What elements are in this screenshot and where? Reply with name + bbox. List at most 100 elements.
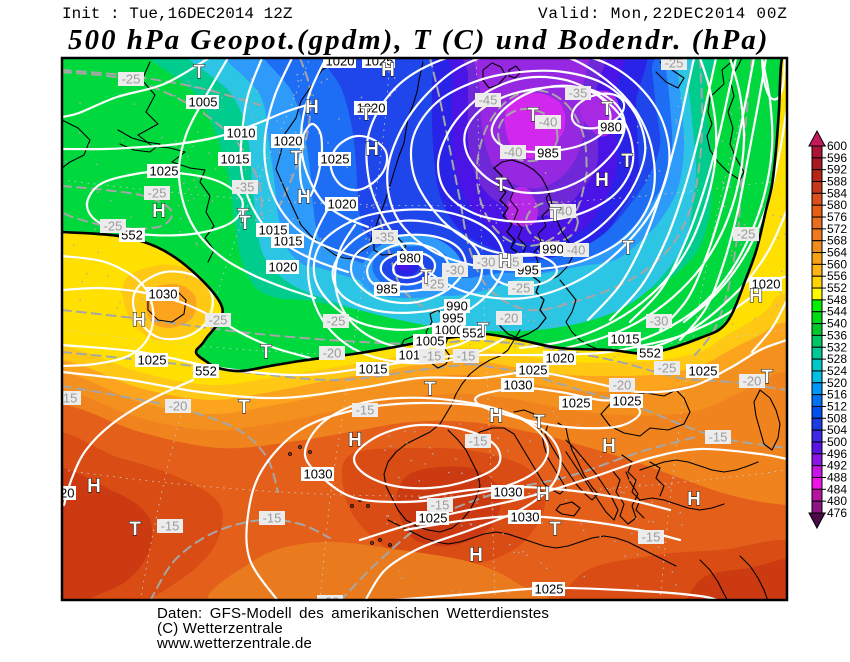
svg-text:1025: 1025	[689, 364, 718, 379]
svg-text:1030: 1030	[149, 287, 178, 302]
svg-text:-25: -25	[148, 186, 167, 201]
svg-text:1025: 1025	[138, 353, 167, 368]
svg-text:T: T	[549, 205, 561, 226]
svg-text:-25: -25	[327, 314, 346, 329]
svg-text:600: 600	[827, 139, 847, 153]
svg-text:(C) Wetterzentrale: (C) Wetterzentrale	[157, 620, 283, 637]
svg-text:T: T	[761, 367, 773, 388]
svg-text:-20: -20	[743, 374, 762, 389]
svg-text:1015: 1015	[221, 152, 250, 167]
svg-text:T: T	[238, 397, 250, 418]
svg-text:T: T	[549, 519, 561, 540]
svg-text:H: H	[602, 436, 616, 457]
svg-text:H: H	[489, 406, 503, 427]
svg-text:1025: 1025	[613, 394, 642, 409]
svg-text:1030: 1030	[511, 510, 540, 525]
svg-text:552: 552	[462, 326, 484, 341]
svg-text:536: 536	[827, 328, 847, 342]
svg-text:-20: -20	[613, 378, 632, 393]
svg-text:990: 990	[542, 242, 564, 257]
svg-text:-40: -40	[554, 204, 573, 219]
svg-text:H: H	[536, 484, 550, 505]
svg-text:T: T	[495, 175, 507, 196]
svg-text:-20: -20	[323, 346, 342, 361]
svg-text:544: 544	[827, 305, 847, 319]
svg-text:T: T	[260, 342, 272, 363]
svg-text:985: 985	[376, 282, 398, 297]
svg-text:-40: -40	[539, 115, 558, 130]
svg-text:-40: -40	[567, 243, 586, 258]
svg-text:1010: 1010	[227, 126, 256, 141]
svg-text:552: 552	[639, 346, 661, 361]
svg-text:524: 524	[827, 364, 847, 378]
svg-text:H: H	[305, 97, 319, 118]
svg-text:T: T	[424, 379, 436, 400]
svg-text:T: T	[527, 105, 539, 126]
svg-text:1015: 1015	[611, 332, 640, 347]
svg-text:476: 476	[827, 506, 847, 520]
svg-text:500: 500	[827, 435, 847, 449]
svg-text:496: 496	[827, 447, 847, 461]
svg-text:1020: 1020	[46, 486, 75, 501]
svg-text:588: 588	[827, 175, 847, 189]
svg-text:-15: -15	[457, 349, 476, 364]
svg-text:592: 592	[827, 163, 847, 177]
svg-text:552: 552	[827, 281, 847, 295]
svg-text:-25: -25	[209, 313, 228, 328]
svg-text:520: 520	[827, 376, 847, 390]
svg-text:T: T	[237, 206, 249, 227]
svg-text:-35: -35	[569, 86, 588, 101]
svg-text:488: 488	[827, 471, 847, 485]
svg-text:560: 560	[827, 257, 847, 271]
svg-text:-30: -30	[446, 263, 465, 278]
svg-text:584: 584	[827, 186, 847, 200]
svg-text:1020: 1020	[752, 277, 781, 292]
svg-text:990: 990	[446, 299, 468, 314]
svg-text:995: 995	[442, 311, 464, 326]
svg-text:1025: 1025	[150, 164, 179, 179]
svg-text:504: 504	[827, 423, 847, 437]
svg-text:1005: 1005	[416, 334, 445, 349]
svg-text:-25: -25	[512, 281, 531, 296]
svg-text:1020: 1020	[546, 351, 575, 366]
svg-text:-20: -20	[500, 311, 519, 326]
svg-text:-25: -25	[426, 277, 445, 292]
svg-text:1020: 1020	[328, 197, 357, 212]
svg-text:H: H	[87, 476, 101, 497]
svg-text:-35: -35	[501, 255, 520, 270]
svg-text:572: 572	[827, 222, 847, 236]
svg-text:T: T	[290, 148, 302, 169]
svg-text:576: 576	[827, 210, 847, 224]
svg-text:-15: -15	[469, 434, 488, 449]
svg-text:T: T	[621, 151, 633, 172]
svg-text:1025: 1025	[519, 363, 548, 378]
svg-text:T: T	[129, 519, 141, 540]
svg-text:1025: 1025	[535, 582, 564, 597]
svg-text:T: T	[622, 238, 634, 259]
svg-text:-45: -45	[479, 93, 498, 108]
svg-text:H: H	[687, 489, 701, 510]
svg-text:-15: -15	[59, 391, 78, 406]
svg-text:H: H	[348, 430, 362, 451]
svg-text:1015: 1015	[259, 223, 288, 238]
svg-text:H: H	[152, 201, 166, 222]
svg-text:-15: -15	[431, 498, 450, 513]
svg-text:H: H	[365, 139, 379, 160]
svg-text:-25: -25	[122, 72, 141, 87]
svg-text:Daten: GFS-Modell des amerikan: Daten: GFS-Modell des amerikanischen Wet…	[157, 605, 549, 622]
svg-text:484: 484	[827, 482, 847, 496]
svg-text:1015: 1015	[359, 362, 388, 377]
svg-text:T: T	[360, 104, 372, 125]
svg-text:H: H	[749, 286, 763, 307]
svg-text:-20: -20	[321, 595, 340, 610]
svg-text:596: 596	[827, 151, 847, 165]
svg-text:-15: -15	[642, 530, 661, 545]
svg-text:564: 564	[827, 246, 847, 260]
svg-text:980: 980	[600, 120, 622, 135]
svg-text:1015: 1015	[274, 234, 303, 249]
svg-text:H: H	[595, 170, 609, 191]
svg-text:Valid: Mon,22DEC2014 00Z: Valid: Mon,22DEC2014 00Z	[538, 5, 788, 23]
svg-text:-15: -15	[356, 403, 375, 418]
svg-text:www.wetterzentrale.de: www.wetterzentrale.de	[156, 635, 312, 652]
svg-text:1025: 1025	[321, 152, 350, 167]
